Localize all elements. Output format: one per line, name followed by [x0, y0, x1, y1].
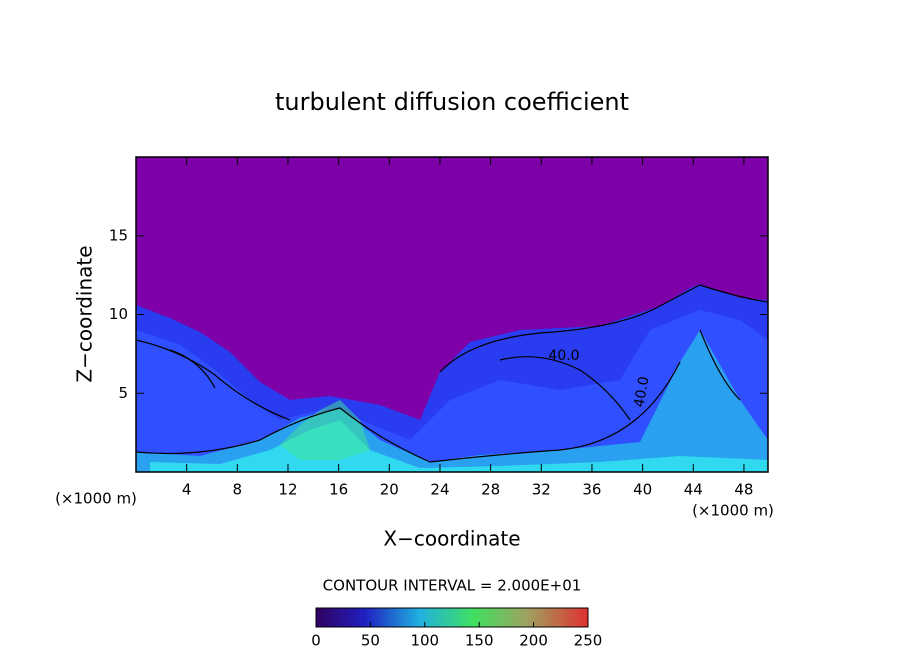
colorbar-tick-label: 200: [519, 632, 548, 650]
colorbar-tick-label: 50: [361, 632, 380, 650]
x-tick-label: 40: [633, 481, 652, 499]
contour-label: 40.0: [631, 375, 652, 408]
x-unit-label: (×1000 m): [55, 490, 137, 508]
y-tick-label: 15: [109, 226, 128, 244]
contour-interval: CONTOUR INTERVAL = 2.000E+01: [323, 577, 582, 595]
x-tick-label: 12: [278, 481, 297, 499]
x-tick-label: 44: [684, 481, 703, 499]
x-tick-label: 16: [329, 481, 348, 499]
colorbar-tick-label: 150: [465, 632, 494, 650]
field: [136, 157, 768, 472]
x-unit-label: (×1000 m): [692, 502, 774, 520]
colorbar: [315, 607, 589, 628]
x-tick-label: 32: [532, 481, 551, 499]
x-tick-label: 24: [430, 481, 449, 499]
x-axis-label: X−coordinate: [383, 527, 520, 551]
x-tick-label: 28: [481, 481, 500, 499]
y-tick-label: 5: [118, 384, 128, 402]
x-tick-label: 8: [233, 481, 243, 499]
y-tick-label: 10: [109, 305, 128, 323]
colorbar-tick-label: 100: [410, 632, 439, 650]
chart-title: turbulent diffusion coefficient: [275, 88, 629, 116]
contour-label: 40.0: [548, 348, 579, 364]
x-tick-label: 4: [182, 481, 192, 499]
x-tick-label: 36: [582, 481, 601, 499]
colorbar-tick-label: 0: [311, 632, 321, 650]
x-tick-label: 48: [734, 481, 753, 499]
colorbar-tick-label: 250: [574, 632, 603, 650]
x-tick-label: 20: [380, 481, 399, 499]
y-axis-label: Z−coordinate: [73, 245, 97, 382]
